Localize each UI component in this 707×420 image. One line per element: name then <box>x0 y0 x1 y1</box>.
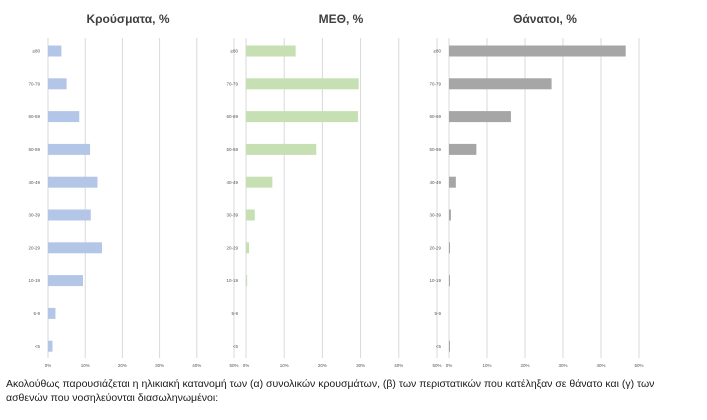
panel-2-category-label: 5-9 <box>434 311 441 316</box>
panel-1-bar <box>246 111 358 123</box>
panel-1-tick-label: 40% <box>394 363 403 368</box>
panel-2-bar <box>449 143 477 155</box>
panel-1-category-label: 20-29 <box>226 245 238 250</box>
panel-1-title: ΜΕΘ, % <box>319 12 364 26</box>
panel-1-category-label: 50-59 <box>226 147 238 152</box>
panel-1-category-label: 30-39 <box>226 213 238 218</box>
panel-2-title: Θάνατοι, % <box>513 12 577 26</box>
panel-1-tick-label: 30% <box>356 363 365 368</box>
panel-2-category-label: 50-59 <box>429 147 441 152</box>
panel-2-bar <box>449 340 450 352</box>
panel-0-tick-label: 10% <box>81 363 90 368</box>
panel-0-bar <box>48 275 83 287</box>
panel-1-bar <box>246 143 317 155</box>
panel-0-category-label: 5-9 <box>33 311 40 316</box>
panel-0-bar <box>48 209 91 221</box>
panel-0-bar <box>48 143 91 155</box>
panel-0-category-label: 20-29 <box>28 245 40 250</box>
panel-0-category-label: 50-59 <box>28 147 40 152</box>
panel-2-category-label: ≥80 <box>434 49 442 54</box>
panel-0-bar <box>48 307 56 319</box>
panel-1-category-label: 70-79 <box>226 81 238 86</box>
panel-1-bar <box>246 78 359 90</box>
panel-0-category-label: 60-69 <box>28 114 40 119</box>
panel-0-category-label: 10-19 <box>28 278 40 283</box>
panel-2-tick-label: 50% <box>634 363 643 368</box>
panel-2-bar <box>449 78 552 90</box>
panel-0-tick-label: 40% <box>192 363 201 368</box>
panel-1-category-label: ≥80 <box>231 49 239 54</box>
panel-2-bar <box>449 176 456 188</box>
panel-2-bar <box>449 275 450 287</box>
panel-0-tick-label: 0% <box>45 363 52 368</box>
panel-1-bar <box>246 176 273 188</box>
panel-1-category-label: <5 <box>233 344 239 349</box>
panel-0-bar <box>48 242 102 254</box>
panel-1-tick-label: 20% <box>318 363 327 368</box>
panel-1-category-label: 5-9 <box>231 311 238 316</box>
panel-1-tick-label: 0% <box>243 363 250 368</box>
panel-0-category-label: 70-79 <box>28 81 40 86</box>
panel-2-bar <box>449 45 626 57</box>
panel-2-category-label: 60-69 <box>429 114 441 119</box>
panel-0-bar <box>48 340 53 352</box>
panel-1-bar <box>246 45 296 57</box>
caption-text: Ακολούθως παρουσιάζεται η ηλικιακή καταν… <box>6 378 655 404</box>
panel-2-category-label: 30-39 <box>429 213 441 218</box>
panel-2-tick-label: 0% <box>446 363 453 368</box>
panel-1-category-label: 10-19 <box>226 278 238 283</box>
panel-2-bar <box>449 111 511 123</box>
panel-0-tick-label: 20% <box>118 363 127 368</box>
panel-2-category-label: <5 <box>436 344 442 349</box>
panel-2-category-label: 10-19 <box>429 278 441 283</box>
panel-1-category-label: 60-69 <box>226 114 238 119</box>
panel-2-tick-label: 20% <box>520 363 529 368</box>
panel-0-bar <box>48 78 67 90</box>
panel-2-bar <box>449 242 450 254</box>
panel-1-bar <box>246 275 248 287</box>
panel-0-bar <box>48 45 62 57</box>
panel-0-category-label: ≥80 <box>33 49 41 54</box>
panel-2-category-label: 20-29 <box>429 245 441 250</box>
panel-1-tick-label: 10% <box>280 363 289 368</box>
panel-1-tick-label: 50% <box>432 363 441 368</box>
panel-2-bar <box>449 209 451 221</box>
panel-2-tick-label: 30% <box>558 363 567 368</box>
panel-0-tick-label: 30% <box>155 363 164 368</box>
panel-0-category-label: <5 <box>35 344 41 349</box>
panel-0-title: Κρούσματα, % <box>86 12 169 26</box>
panel-0-category-label: 30-39 <box>28 213 40 218</box>
panel-0-tick-label: 50% <box>229 363 238 368</box>
panel-0-bar <box>48 176 98 188</box>
panel-2-category-label: 70-79 <box>429 81 441 86</box>
panel-2-category-label: 40-49 <box>429 180 441 185</box>
panel-2-tick-label: 40% <box>596 363 605 368</box>
charts-area: Κρούσματα, % 0% 10% 20% 30% 40% 50% ≥80 70-79 60-… <box>28 12 643 368</box>
panel-0-bar <box>48 111 80 123</box>
panel-2-tick-label: 10% <box>482 363 491 368</box>
panel-1-category-label: 40-49 <box>226 180 238 185</box>
panel-1-bar <box>246 242 250 254</box>
panel-0-category-label: 40-49 <box>28 180 40 185</box>
panel-1-bar <box>246 209 255 221</box>
